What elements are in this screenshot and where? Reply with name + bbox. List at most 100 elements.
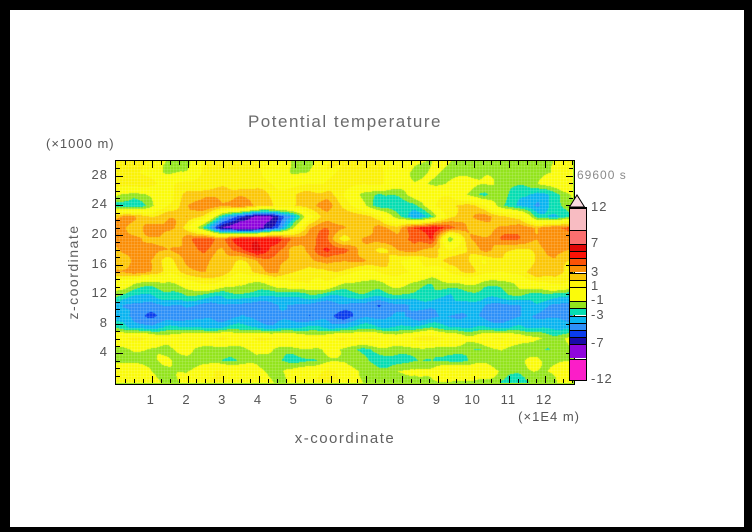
x-axis-tick — [545, 376, 546, 383]
colorbar-tick-label: 12 — [591, 199, 608, 214]
y-axis-tick — [116, 361, 120, 362]
y-axis-tick — [116, 191, 120, 192]
x-axis-tick — [322, 379, 323, 383]
x-axis-tick — [491, 379, 492, 383]
x-axis-tick — [161, 161, 162, 165]
x-axis-tick — [348, 161, 349, 165]
colorbar-tick-label: -12 — [591, 371, 613, 386]
x-axis-tick — [456, 379, 457, 383]
heatmap-plot-area — [115, 160, 575, 385]
x-axis-tick — [152, 376, 153, 383]
x-axis-tick — [500, 161, 501, 165]
x-axis-tick — [554, 379, 555, 383]
x-axis-tick — [465, 379, 466, 383]
x-axis-tick — [161, 379, 162, 383]
colorbar-segment — [570, 251, 586, 259]
x-axis-tick — [384, 379, 385, 383]
x-axis-tick — [536, 379, 537, 383]
x-axis-tick — [393, 161, 394, 165]
x-axis-tick — [339, 379, 340, 383]
y-axis-unit-label: (×1000 m) — [46, 136, 115, 151]
x-axis-tick — [170, 161, 171, 165]
x-axis-tick — [152, 161, 153, 168]
colorbar-over-arrow-icon — [569, 194, 586, 208]
y-axis-tick — [116, 220, 120, 221]
x-axis-tick — [268, 379, 269, 383]
colorbar-segment — [570, 272, 586, 280]
x-axis-tick — [214, 379, 215, 383]
x-axis-tick — [366, 161, 367, 168]
y-axis-tick — [116, 250, 120, 251]
y-axis-tick — [116, 198, 120, 199]
x-axis-tick — [563, 379, 564, 383]
x-axis-tick — [384, 161, 385, 165]
colorbar-scale — [569, 207, 587, 381]
x-axis-tick — [563, 161, 564, 165]
x-axis-tick — [375, 161, 376, 165]
x-axis-tick — [313, 161, 314, 165]
y-tick-label: 20 — [91, 226, 108, 241]
x-axis-tick — [447, 161, 448, 165]
colorbar-tick-label: -7 — [591, 335, 605, 351]
x-axis-tick — [375, 379, 376, 383]
y-axis-tick — [116, 376, 120, 377]
x-axis-tick — [232, 379, 233, 383]
colorbar-segment — [570, 322, 586, 330]
x-tick-label: 1 — [146, 392, 155, 407]
x-axis-tick — [491, 161, 492, 165]
x-axis-tick — [429, 161, 430, 165]
y-axis-tick — [116, 339, 120, 340]
x-axis-tick — [277, 161, 278, 165]
x-axis-tick — [196, 161, 197, 165]
x-axis-tick — [259, 376, 260, 383]
x-axis-tick — [339, 161, 340, 165]
x-axis-tick — [322, 161, 323, 165]
y-tick-label: 28 — [91, 166, 108, 182]
x-axis-tick — [143, 161, 144, 165]
colorbar-segment — [570, 279, 586, 287]
colorbar-segment — [570, 265, 586, 273]
x-axis-tick — [402, 161, 403, 168]
x-axis-tick — [250, 161, 251, 165]
x-axis-tick — [134, 379, 135, 383]
x-axis-tick — [536, 161, 537, 165]
x-axis-tick — [366, 376, 367, 383]
x-axis-tick — [125, 379, 126, 383]
y-axis-tick — [116, 257, 120, 258]
x-axis-tick — [188, 376, 189, 383]
x-axis-tick — [518, 161, 519, 165]
x-axis-tick — [295, 161, 296, 168]
x-axis-tick — [268, 161, 269, 165]
colorbar-segment — [570, 229, 586, 244]
x-axis-tick — [188, 161, 189, 168]
x-axis-tick — [304, 379, 305, 383]
x-axis-title: x-coordinate — [294, 430, 396, 447]
y-axis-tick — [116, 368, 120, 369]
y-axis-tick — [569, 198, 573, 199]
x-tick-label: 11 — [500, 392, 517, 407]
y-tick-label: 4 — [99, 344, 108, 360]
x-axis-tick — [447, 379, 448, 383]
x-axis-tick — [295, 376, 296, 383]
x-axis-tick — [438, 376, 439, 383]
x-axis-tick — [241, 161, 242, 165]
x-axis-tick — [483, 161, 484, 165]
x-axis-tick — [304, 161, 305, 165]
y-axis-tick — [116, 302, 120, 303]
x-axis-tick — [509, 161, 510, 168]
y-axis-tick — [116, 309, 120, 310]
colorbar-segment — [570, 315, 586, 323]
heatmap-canvas — [116, 161, 573, 383]
y-axis-tick — [116, 324, 123, 325]
y-axis-tick — [116, 183, 120, 184]
x-axis-tick — [357, 161, 358, 165]
y-axis-tick — [116, 235, 123, 236]
x-axis-tick — [411, 379, 412, 383]
x-axis-tick — [357, 379, 358, 383]
x-axis-tick — [277, 379, 278, 383]
x-axis-tick — [572, 379, 573, 383]
x-axis-tick — [554, 161, 555, 165]
x-axis-tick — [438, 161, 439, 168]
y-axis-tick — [116, 316, 120, 317]
